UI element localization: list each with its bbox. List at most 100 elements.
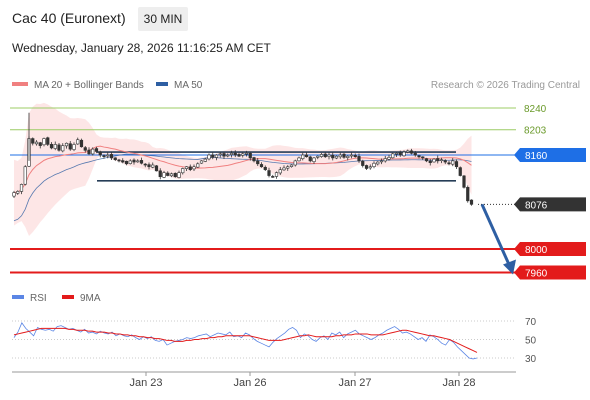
rsi-tick-70: 70	[525, 317, 537, 328]
candle-body	[289, 164, 294, 167]
candle-body	[353, 155, 357, 158]
candle-body	[447, 162, 451, 165]
rsi-ma-label: 9MA	[80, 293, 101, 304]
candle-body	[361, 160, 365, 166]
candle-body	[207, 154, 211, 160]
rsi-tick-50: 50	[525, 336, 537, 347]
candle-body	[346, 155, 350, 158]
candle-body	[432, 158, 436, 163]
candle-body	[398, 152, 402, 156]
level-label-8240: 8240	[524, 104, 547, 115]
ma20-swatch	[12, 82, 28, 87]
candle-body	[413, 152, 417, 156]
candle-body	[349, 154, 354, 157]
candle-body	[57, 144, 61, 151]
candle-body	[192, 166, 196, 170]
candle-body	[469, 199, 474, 205]
rsi-tick-30: 30	[525, 354, 537, 365]
candle-body	[102, 155, 106, 157]
candle-body	[38, 142, 42, 146]
candle-body	[222, 153, 226, 157]
ma50-line	[13, 153, 472, 222]
candle-body	[158, 170, 162, 178]
candle-body	[271, 176, 275, 178]
candle-body	[42, 138, 46, 146]
candle-body	[128, 160, 132, 164]
ma20-label: MA 20 + Bollinger Bands	[34, 80, 144, 91]
candle-body	[301, 154, 305, 160]
candle-body	[278, 169, 282, 174]
datetime-label: Wednesday, January 28, 2026 11:16:25 AM …	[12, 41, 271, 55]
candle-body	[368, 166, 372, 169]
candle-body	[214, 154, 219, 158]
rsi-line	[13, 322, 478, 360]
level-label-8076: 8076	[525, 200, 548, 211]
candle-body	[428, 160, 432, 163]
candle-body	[372, 162, 376, 168]
legend-rsi-ma: 9MA	[62, 293, 101, 304]
candle-body	[211, 154, 215, 158]
candle-body	[274, 172, 279, 177]
candle-body	[169, 173, 174, 177]
candle-body	[229, 152, 234, 155]
candle-body	[124, 160, 129, 165]
ma50-swatch	[156, 82, 168, 87]
candle-body	[109, 154, 114, 159]
candle-body	[312, 157, 316, 162]
x-tick-label: Jan 26	[233, 377, 266, 389]
candle-body	[256, 160, 260, 165]
candle-body	[319, 154, 324, 157]
candle-body	[233, 152, 237, 156]
candle-body	[458, 167, 462, 176]
candle-body	[76, 139, 80, 145]
candle-body	[282, 167, 286, 171]
candle-body	[244, 152, 249, 155]
level-tag-8076	[514, 197, 586, 212]
candle-body	[87, 149, 91, 155]
candle-body	[342, 153, 346, 158]
candle-body	[383, 158, 387, 162]
forecast-arrow-shaft	[480, 203, 511, 266]
level-label-8203: 8203	[524, 126, 547, 137]
candle-body	[297, 157, 301, 162]
candle-body	[132, 159, 136, 163]
level-tag-8000	[514, 242, 586, 256]
candle-body	[34, 141, 39, 145]
candle-body	[357, 156, 361, 162]
candle-body	[162, 172, 166, 178]
candle-body	[31, 138, 35, 144]
candle-body	[376, 161, 380, 165]
x-tick-label: Jan 28	[442, 377, 475, 389]
candle-body	[16, 191, 20, 194]
candle-body	[293, 160, 297, 166]
candle-body	[46, 137, 50, 145]
candle-body	[166, 172, 170, 176]
rsi-label: RSI	[30, 293, 47, 304]
timeframe-button[interactable]: 30 MIN	[138, 7, 188, 31]
level-tag-8160	[514, 148, 586, 162]
candle-body	[443, 160, 447, 163]
rsi-swatch	[12, 295, 24, 300]
credit-label: Research © 2026 Trading Central	[430, 80, 580, 91]
candle-body	[409, 150, 414, 154]
candle-body	[252, 157, 256, 162]
candle-body	[199, 160, 204, 164]
candle-body	[454, 161, 459, 168]
candle-body	[49, 144, 54, 149]
candle-body	[387, 157, 391, 160]
candle-body	[121, 160, 125, 163]
x-tick-label: Jan 27	[338, 377, 371, 389]
candle-body	[113, 157, 117, 161]
candle-body	[154, 165, 159, 172]
candle-body	[12, 192, 16, 197]
x-tick-label: Jan 23	[129, 377, 162, 389]
candle-body	[136, 160, 140, 163]
candle-body	[181, 168, 185, 174]
header-bar: Cac 40 (Euronext) 30 MIN	[0, 0, 590, 38]
candle-body	[151, 164, 155, 168]
candle-body	[68, 143, 72, 150]
ma50-label: MA 50	[174, 80, 203, 91]
candle-body	[417, 155, 421, 158]
candle-body	[263, 166, 267, 170]
